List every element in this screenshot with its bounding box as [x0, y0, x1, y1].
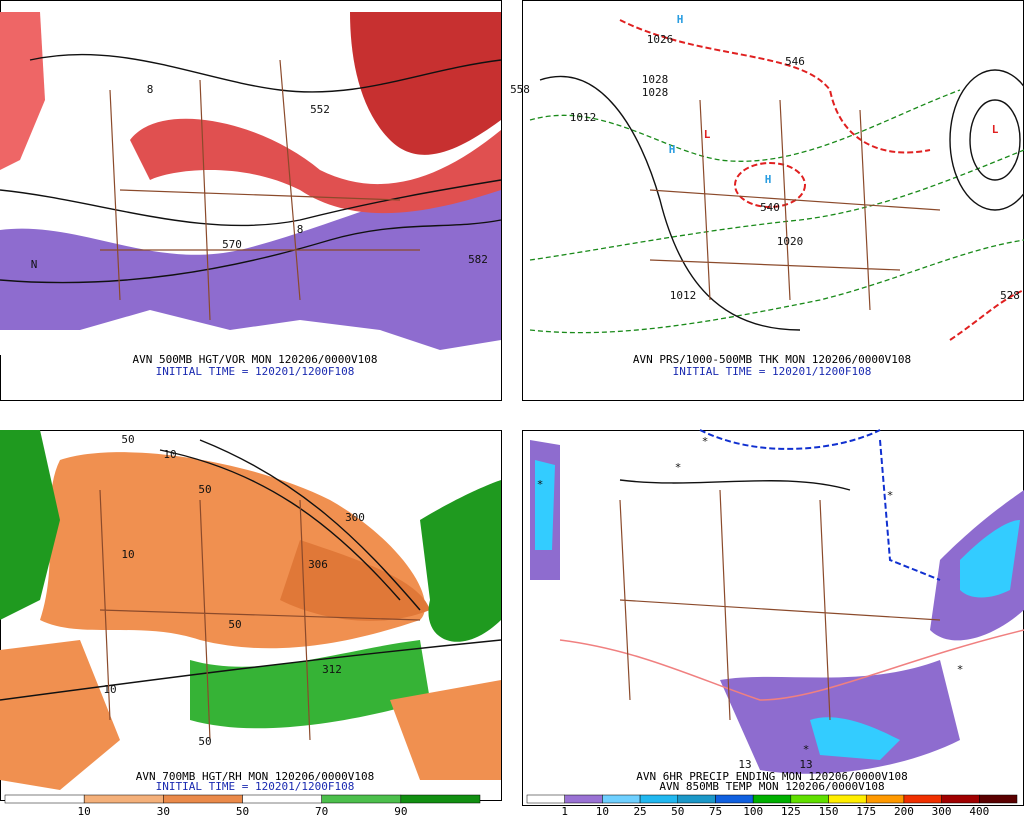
- contour-label: 50: [121, 433, 134, 446]
- contour-label: 8: [297, 223, 304, 236]
- contour-label: 540: [760, 201, 780, 214]
- colorbar-label: 300: [932, 805, 952, 818]
- contour-label: 1028: [642, 86, 669, 99]
- contour-label: 1026: [647, 33, 674, 46]
- contour-label: 50: [198, 735, 211, 748]
- contour-label: 10: [121, 548, 134, 561]
- map-title: AVN 500MB HGT/VOR MON 120206/0000V108: [132, 353, 377, 366]
- map-title: AVN 6HR PRECIP ENDING MON 120206/0000V10…: [636, 770, 908, 783]
- contour-label: 1012: [670, 289, 697, 302]
- contour-label: 582: [468, 253, 488, 266]
- colorbar-segment: [941, 794, 980, 804]
- contour-label: L: [992, 123, 999, 136]
- panel-500mb: [0, 0, 502, 401]
- contour-label: H: [669, 143, 676, 156]
- colorbar-segment: [602, 794, 641, 804]
- colorbar-segment: [321, 794, 402, 804]
- contour-label: H: [677, 13, 684, 26]
- colorbar-label: 200: [894, 805, 914, 818]
- colorbar-segment: [4, 794, 85, 804]
- colorbar-segment: [865, 794, 905, 804]
- map-subtitle: INITIAL TIME = 120201/1200F108: [156, 365, 355, 378]
- colorbar-label: 175: [856, 805, 876, 818]
- colorbar-segment: [715, 794, 754, 804]
- map-subtitle: AVN 850MB TEMP MON 120206/0000V108: [659, 780, 884, 793]
- colorbar-label: 10: [596, 805, 609, 818]
- contour-label: *: [803, 743, 810, 756]
- colorbar-segment: [639, 794, 679, 804]
- contour-label: 558: [510, 83, 530, 96]
- contour-label: N: [31, 258, 38, 271]
- contour-label: 552: [310, 103, 330, 116]
- colorbar-label: 90: [394, 805, 407, 818]
- panel-700mb: [0, 430, 502, 801]
- contour-label: 1020: [777, 235, 804, 248]
- contour-label: 10: [163, 448, 176, 461]
- colorbar-label: 50: [671, 805, 684, 818]
- colorbar-label: 125: [781, 805, 801, 818]
- contour-label: *: [537, 478, 544, 491]
- contour-label: 300: [345, 511, 365, 524]
- colorbar-label: 150: [819, 805, 839, 818]
- contour-label: L: [704, 128, 711, 141]
- contour-label: 50: [198, 483, 211, 496]
- contour-label: H: [765, 173, 772, 186]
- contour-label: 50: [228, 618, 241, 631]
- map-title: AVN 700MB HGT/RH MON 120206/0000V108: [136, 770, 374, 783]
- colorbar-segment: [903, 794, 942, 804]
- contour-label: 8: [147, 83, 154, 96]
- map-title: AVN PRS/1000-500MB THK MON 120206/0000V1…: [633, 353, 911, 366]
- contour-label: 1028: [642, 73, 669, 86]
- colorbar-segment: [400, 794, 481, 804]
- colorbar-label: 75: [709, 805, 722, 818]
- colorbar-segment: [752, 794, 792, 804]
- colorbar-segment: [242, 794, 322, 804]
- contour-label: *: [957, 663, 964, 676]
- contour-label: 546: [785, 55, 805, 68]
- colorbar-label: 25: [633, 805, 646, 818]
- colorbar-segment: [677, 794, 716, 804]
- colorbar-segment: [979, 794, 1018, 804]
- contour-label: *: [702, 435, 709, 448]
- colorbar-label: 400: [969, 805, 989, 818]
- panel-thickness: [522, 0, 1024, 401]
- map-subtitle: INITIAL TIME = 120201/1200F108: [673, 365, 872, 378]
- contour-label: 1012: [570, 111, 597, 124]
- colorbar-segment: [526, 794, 565, 804]
- contour-label: 312: [322, 663, 342, 676]
- colorbar-segment: [790, 794, 829, 804]
- panel-precip: [522, 429, 1024, 806]
- contour-label: 306: [308, 558, 328, 571]
- contour-label: 13: [738, 758, 751, 771]
- contour-label: 528: [1000, 289, 1020, 302]
- colorbar-label: 10: [78, 805, 91, 818]
- colorbar-segment: [83, 794, 164, 804]
- colorbar-label: 1: [561, 805, 568, 818]
- contour-label: 10: [103, 683, 116, 696]
- colorbar-label: 50: [236, 805, 249, 818]
- colorbar-segment: [564, 794, 603, 804]
- contour-label: 570: [222, 238, 242, 251]
- contour-label: *: [675, 461, 682, 474]
- contour-label: *: [887, 489, 894, 502]
- contour-label: 13: [799, 758, 812, 771]
- colorbar-label: 30: [157, 805, 170, 818]
- colorbar-segment: [163, 794, 243, 804]
- colorbar-label: 70: [315, 805, 328, 818]
- map-subtitle: INITIAL TIME = 120201/1200F108: [156, 780, 355, 793]
- colorbar-label: 100: [743, 805, 763, 818]
- colorbar-segment: [828, 794, 867, 804]
